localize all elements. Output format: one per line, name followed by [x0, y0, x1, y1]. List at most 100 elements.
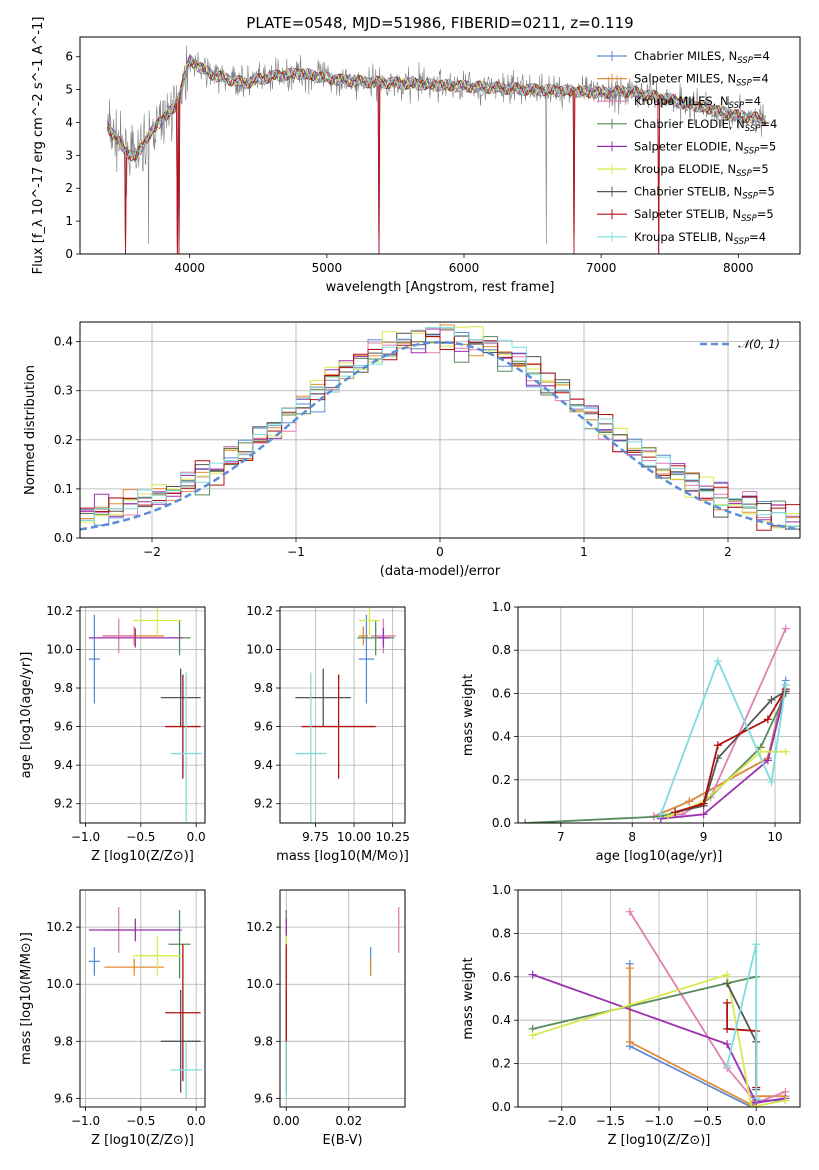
- plot-area: [80, 324, 800, 531]
- tick-label-x: −0.5: [126, 1114, 155, 1128]
- plot-area: [521, 624, 790, 823]
- tick-label-y: 0.6: [492, 970, 511, 984]
- y-axis-label: mass [log10(M/M⊙)]: [19, 932, 34, 1065]
- legend-subscript: SSP: [742, 192, 758, 202]
- weight-marker: [747, 1103, 756, 1107]
- tick-label-y: 3: [65, 148, 73, 162]
- tick-label-x: 1: [580, 545, 588, 559]
- legend-entry: Kroupa ELODIE, NSSP=5: [634, 162, 769, 179]
- tick-label-y: 5: [65, 83, 73, 97]
- legend-subscript: SSP: [737, 56, 753, 66]
- axes-frame: [517, 889, 801, 1108]
- weight-marker: [625, 1037, 634, 1046]
- tick-label-x: 5000: [312, 261, 343, 275]
- plot-area: [88, 607, 202, 823]
- tick-label-x: 10: [767, 830, 782, 844]
- tick-label-y: 1.0: [492, 600, 511, 614]
- tick-label-x: 0.0: [187, 1114, 206, 1128]
- tick-label-x: 9: [700, 830, 708, 844]
- tick-label-y: 10.2: [46, 604, 73, 618]
- tick-label-x: 0.0: [187, 830, 206, 844]
- legend-count: =4: [744, 94, 761, 108]
- tick-label-y: 10.0: [246, 977, 273, 991]
- weight-marker: [767, 695, 776, 704]
- weight-marker: [723, 998, 732, 1007]
- weight-line: [659, 658, 787, 815]
- tick-label-y: 10.0: [46, 642, 73, 656]
- tick-label-y: 0.8: [492, 643, 511, 657]
- tick-label-x: 4000: [174, 261, 205, 275]
- weight-line: [532, 973, 786, 1107]
- x-axis-label: E(B-V): [322, 1133, 362, 1148]
- weight-marker: [763, 715, 772, 724]
- tick-label-x: 0.02: [335, 1114, 362, 1128]
- tick-label-y: 9.8: [54, 681, 73, 695]
- weight-marker: [528, 1031, 537, 1040]
- x-axis-label: mass [log10(M/M⊙)]: [276, 849, 409, 864]
- legend-count: =4: [752, 72, 769, 86]
- tick-label-y: 9.8: [254, 681, 273, 695]
- panel-spectrum: 4000 5000 6000 7000 8000 0 1 2 3 4 5 6 wavelength [A…: [31, 17, 801, 295]
- panel-mass-vs-extinction: 0.00 0.02 9.6 9.8 10.0 10.2 E(B-V): [246, 889, 406, 1148]
- tick-label-x: 7: [557, 830, 565, 844]
- weight-line: [525, 693, 787, 823]
- legend-entry: Salpeter MILES, NSSP=4: [634, 72, 769, 89]
- plot-area: [88, 907, 202, 1099]
- x-axis-label: wavelength [Angstrom, rest frame]: [326, 280, 555, 295]
- tick-label-y: 0.8: [492, 926, 511, 940]
- tick-label-y: 1.0: [492, 883, 511, 897]
- weight-marker: [671, 808, 680, 817]
- weight-marker: [781, 1096, 790, 1105]
- tick-label-y: 0.3: [54, 384, 73, 398]
- weight-marker: [699, 810, 708, 819]
- model-spectrum: [107, 56, 767, 158]
- legend-entry: Salpeter STELIB, NSSP=5: [634, 207, 774, 224]
- axes-frame: [79, 606, 206, 824]
- tick-label-y: 0.2: [492, 1057, 511, 1071]
- x-axis-label: Z [log10(Z/Z⊙)]: [91, 849, 194, 864]
- tick-label-y: 6: [65, 50, 73, 64]
- weight-marker: [781, 624, 790, 633]
- tick-label-x: −1.5: [596, 1114, 625, 1128]
- weight-marker: [656, 810, 665, 819]
- weight-marker: [521, 819, 530, 823]
- tick-label-x: 8: [628, 830, 636, 844]
- legend-entry: Chabrier MILES, NSSP=4: [634, 49, 770, 66]
- weight-marker: [625, 964, 634, 973]
- tick-label-x: 7000: [586, 261, 617, 275]
- panel-weight-vs-age: 7 8 9 10 0.0 0.2 0.4 0.6 0.8 1.0 age [log10(age/yr…: [461, 600, 801, 864]
- tick-label-y: 0: [65, 247, 73, 261]
- figure-title: PLATE=0548, MJD=51986, FIBERID=0211, z=0…: [246, 14, 633, 32]
- histogram-step: [80, 326, 800, 527]
- weight-marker: [723, 979, 732, 988]
- tick-label-x: −0.5: [126, 830, 155, 844]
- axes-frame: [79, 889, 206, 1108]
- weight-line: [532, 973, 786, 1104]
- tick-label-y: 10.0: [246, 642, 273, 656]
- plot-area: [295, 607, 396, 823]
- tick-label-y: 2: [65, 181, 73, 195]
- tick-label-y: 9.6: [54, 720, 73, 734]
- tick-label-y: 0.2: [492, 773, 511, 787]
- tick-label-x: 2: [724, 545, 732, 559]
- legend-subscript: SSP: [736, 169, 752, 179]
- weight-line: [660, 688, 787, 820]
- tick-label-x: 6000: [449, 261, 480, 275]
- weight-marker: [663, 812, 672, 821]
- model-spectrum: [106, 55, 767, 254]
- axes-frame: [279, 606, 406, 824]
- weight-marker: [723, 1040, 732, 1049]
- tick-label-y: 0.1: [54, 482, 73, 496]
- plot-area: [106, 45, 767, 254]
- legend-subscript: SSP: [734, 237, 750, 247]
- legend-count: =5: [752, 162, 769, 176]
- weight-marker: [625, 907, 634, 916]
- tick-label-y: 9.8: [254, 1034, 273, 1048]
- axes-frame: [279, 889, 406, 1108]
- tick-label-y: 9.6: [254, 720, 273, 734]
- tick-label-x: −2: [143, 545, 161, 559]
- legend-entry: 𝒩(0, 1): [738, 337, 780, 351]
- legend-subscript: SSP: [729, 101, 745, 111]
- weight-line: [532, 975, 757, 1030]
- y-axis-label: age [log10(age/yr)]: [19, 652, 34, 779]
